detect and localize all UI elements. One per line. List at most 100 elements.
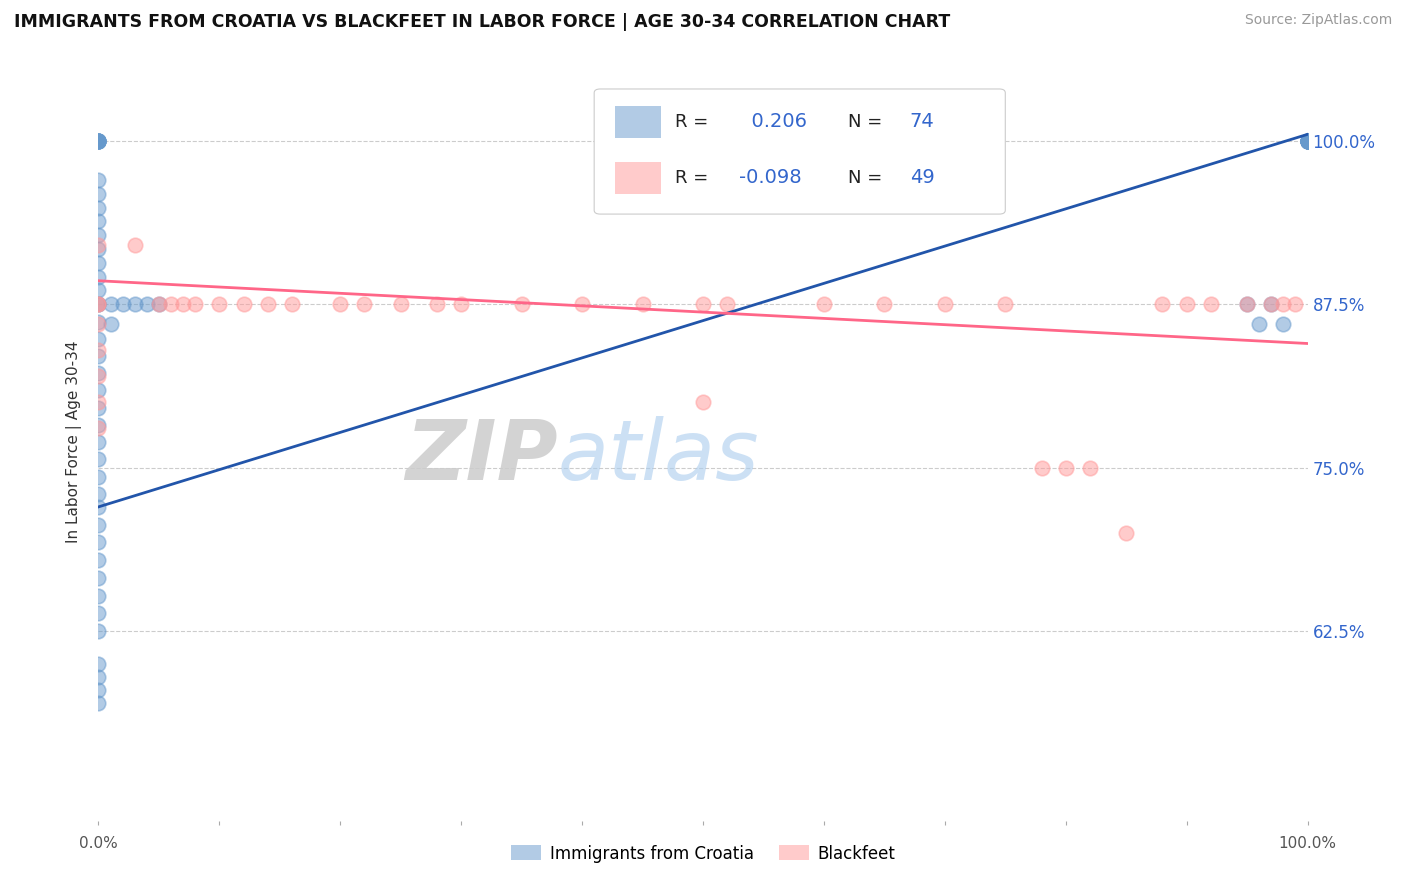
Point xyxy=(87,469,110,483)
Point xyxy=(87,242,110,256)
Point xyxy=(135,297,157,311)
Point xyxy=(87,682,110,697)
Point xyxy=(87,134,110,148)
Point xyxy=(87,201,110,215)
Point xyxy=(87,228,110,243)
Point xyxy=(87,297,110,311)
Point xyxy=(1296,134,1319,148)
Point xyxy=(1284,297,1306,311)
Point xyxy=(1296,134,1319,148)
Point xyxy=(87,349,110,363)
Point xyxy=(1175,297,1198,311)
Point xyxy=(716,297,738,311)
Text: atlas: atlas xyxy=(558,417,759,497)
Point xyxy=(426,297,449,311)
Point xyxy=(87,214,110,228)
Text: N =: N = xyxy=(848,112,883,130)
Text: R =: R = xyxy=(675,169,709,186)
Point xyxy=(1296,134,1319,148)
Point xyxy=(87,571,110,585)
Point xyxy=(172,297,194,311)
Point xyxy=(571,297,593,311)
Point xyxy=(148,297,170,311)
Point xyxy=(692,297,714,311)
Legend: Immigrants from Croatia, Blackfeet: Immigrants from Croatia, Blackfeet xyxy=(505,838,901,869)
Point xyxy=(87,186,110,201)
Y-axis label: In Labor Force | Age 30-34: In Labor Force | Age 30-34 xyxy=(66,340,83,543)
Point xyxy=(87,134,110,148)
Point xyxy=(1249,317,1271,331)
Point xyxy=(1152,297,1174,311)
Point xyxy=(87,517,110,532)
Point xyxy=(353,297,375,311)
Point xyxy=(1296,134,1319,148)
Point xyxy=(87,500,110,514)
Point xyxy=(1296,134,1319,148)
Point xyxy=(87,343,110,357)
Point xyxy=(87,134,110,148)
Point xyxy=(87,401,110,415)
Point xyxy=(87,314,110,328)
Point xyxy=(87,317,110,331)
Point xyxy=(87,134,110,148)
FancyBboxPatch shape xyxy=(614,105,661,137)
Point xyxy=(87,670,110,684)
Text: -0.098: -0.098 xyxy=(740,169,801,187)
Point xyxy=(1296,134,1319,148)
Point xyxy=(873,297,896,311)
Point xyxy=(1115,526,1137,541)
Point xyxy=(87,134,110,148)
Text: 100.0%: 100.0% xyxy=(1278,837,1337,851)
Text: Source: ZipAtlas.com: Source: ZipAtlas.com xyxy=(1244,13,1392,28)
Point xyxy=(87,297,110,311)
Point xyxy=(87,297,110,311)
Point xyxy=(100,317,122,331)
Text: N =: N = xyxy=(848,169,883,186)
Text: IMMIGRANTS FROM CROATIA VS BLACKFEET IN LABOR FORCE | AGE 30-34 CORRELATION CHAR: IMMIGRANTS FROM CROATIA VS BLACKFEET IN … xyxy=(14,13,950,31)
Point xyxy=(1296,134,1319,148)
Point xyxy=(1296,134,1319,148)
Point xyxy=(87,384,110,398)
Point xyxy=(1236,297,1258,311)
Point xyxy=(450,297,472,311)
Point xyxy=(87,332,110,346)
Point xyxy=(87,607,110,621)
Point xyxy=(87,553,110,567)
Point xyxy=(160,297,183,311)
Point xyxy=(87,366,110,380)
Point xyxy=(692,395,714,409)
Point xyxy=(87,238,110,252)
Point xyxy=(1031,460,1053,475)
Point xyxy=(87,297,110,311)
Point xyxy=(232,297,254,311)
Point xyxy=(148,297,170,311)
Point xyxy=(1296,134,1319,148)
Point xyxy=(87,173,110,187)
Point xyxy=(281,297,304,311)
Point xyxy=(111,297,134,311)
Point xyxy=(389,297,412,311)
Point xyxy=(329,297,352,311)
Point xyxy=(934,297,956,311)
Point xyxy=(87,134,110,148)
Point xyxy=(87,134,110,148)
Point xyxy=(87,269,110,284)
Point xyxy=(1199,297,1222,311)
Point xyxy=(87,395,110,409)
FancyBboxPatch shape xyxy=(614,161,661,194)
Text: ZIP: ZIP xyxy=(405,417,558,497)
Point xyxy=(87,435,110,450)
Text: 49: 49 xyxy=(910,169,935,187)
Point xyxy=(87,421,110,435)
Point xyxy=(87,696,110,710)
Point xyxy=(256,297,278,311)
Point xyxy=(124,297,146,311)
Point xyxy=(813,297,835,311)
Point xyxy=(1296,134,1319,148)
Point xyxy=(87,417,110,432)
Point xyxy=(1272,297,1295,311)
Point xyxy=(87,624,110,638)
Point xyxy=(87,256,110,270)
Point xyxy=(994,297,1017,311)
Point xyxy=(87,589,110,603)
